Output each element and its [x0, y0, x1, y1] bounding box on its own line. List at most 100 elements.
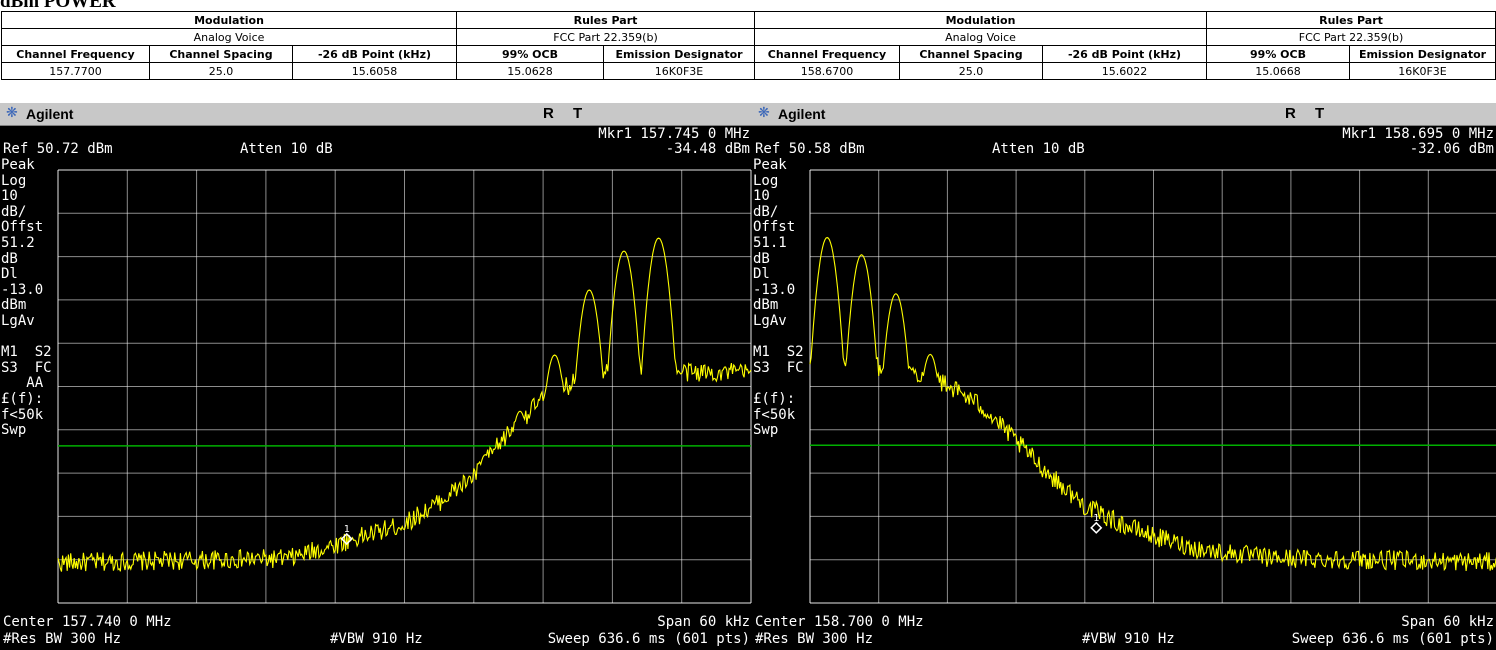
display-line-value: -13.0: [753, 281, 796, 298]
sweep-label: Sweep 636.6 ms (601 pts): [547, 631, 750, 647]
sweep-type-label: Swp: [753, 422, 779, 439]
spectrum-trace: [809, 236, 1496, 572]
agilent-logo-icon: ❋: [6, 105, 18, 121]
scale-value: 10: [1, 188, 18, 205]
header-channel-spacing: Channel Spacing: [149, 45, 293, 63]
f50k-label: f<50k: [753, 406, 796, 423]
m1-s2-label: M1 S2: [1, 344, 52, 361]
offset-label: Offst: [753, 219, 796, 236]
header-modulation: Modulation: [754, 11, 1207, 29]
scale-unit: dB/: [753, 203, 779, 220]
emission-designator-value: 16K0F3E: [602, 62, 756, 80]
marker-1-diamond: [340, 532, 353, 545]
atten-label: Atten 10 dB: [992, 141, 1085, 157]
header-channel-frequency: Channel Frequency: [1, 45, 150, 63]
header-99-ocb: 99% OCB: [456, 45, 604, 63]
log-label: Log: [753, 172, 779, 189]
header-rules-part: Rules Part: [1205, 11, 1496, 29]
measurement-table-left: Modulation Rules Part Analog Voice FCC P…: [1, 11, 756, 80]
header-channel-frequency: Channel Frequency: [754, 45, 900, 63]
s3-fc-label: S3 FC: [1, 359, 52, 376]
average-label: LgAv: [1, 312, 35, 329]
det-label: Peak: [753, 157, 787, 173]
f50k-label: f<50k: [1, 406, 44, 423]
99-ocb-value: 15.0628: [456, 62, 604, 80]
marker-readout: Mkr1 157.745 0 MHz: [598, 126, 750, 142]
channel-frequency-value: 157.7700: [1, 62, 150, 80]
side-annotations: Peak Log 10 dB/ Offst 51.1 dB Dl -13.0 d…: [753, 157, 804, 439]
offset-value: 51.2: [1, 234, 35, 251]
display-line-label: Dl: [1, 266, 18, 283]
res-bw-label: #Res BW 300 Hz: [3, 631, 122, 647]
atten-label: Atten 10 dB: [240, 141, 333, 157]
rules-part-value: FCC Part 22.359(b): [455, 28, 756, 46]
channel-frequency-value: 158.6700: [754, 62, 900, 80]
spectrum-trace: [57, 237, 752, 572]
analyzer-title-bar: ❋ Agilent R T: [752, 103, 1496, 126]
marker-1-diamond: [1090, 521, 1103, 534]
spectrum-analyzer-right: ❋ Agilent R T Mkr1 158.695 0 MHz Ref 50.…: [752, 103, 1496, 650]
center-frequency: Center 158.700 0 MHz: [755, 614, 924, 630]
det-label: Peak: [1, 157, 35, 173]
offset-label: Offst: [1, 219, 44, 236]
marker-level: -32.06 dBm: [1409, 141, 1494, 157]
display-line-unit: dBm: [1, 297, 27, 314]
display-line-value: -13.0: [1, 281, 44, 298]
ref-level: Ref 50.58 dBm: [755, 141, 865, 157]
vbw-label: #VBW 910 Hz: [330, 631, 423, 647]
26db-point-value: 15.6022: [1042, 62, 1207, 80]
99-ocb-value: 15.0668: [1206, 62, 1350, 80]
channel-spacing-value: 25.0: [149, 62, 293, 80]
marker-1-label: 1: [344, 524, 350, 535]
span-label: Span 60 kHz: [657, 614, 750, 630]
status-t: T: [1315, 105, 1325, 122]
status-r: R: [543, 105, 554, 122]
offset-unit: dB: [1, 250, 18, 267]
ref-level: Ref 50.72 dBm: [3, 141, 113, 157]
marker-level: -34.48 dBm: [665, 141, 750, 157]
26db-point-value: 15.6058: [292, 62, 457, 80]
status-r: R: [1285, 105, 1296, 122]
header-26db-point: -26 dB Point (kHz): [292, 45, 457, 63]
header-modulation: Modulation: [1, 11, 457, 29]
brand-label: Agilent: [26, 106, 74, 122]
center-frequency: Center 157.740 0 MHz: [3, 614, 172, 630]
side-annotations: Peak Log 10 dB/ Offst 51.2 dB Dl -13.0 d…: [1, 157, 52, 439]
display-line-label: Dl: [753, 266, 770, 283]
log-label: Log: [1, 172, 27, 189]
header-26db-point: -26 dB Point (kHz): [1042, 45, 1207, 63]
sweep-type-label: Swp: [1, 422, 27, 439]
span-label: Span 60 kHz: [1401, 614, 1494, 630]
ff-label: £(f):: [753, 390, 796, 407]
header-emission-designator: Emission Designator: [1348, 45, 1496, 63]
emission-designator-value: 16K0F3E: [1348, 62, 1496, 80]
measurement-table-right: Modulation Rules Part Analog Voice FCC P…: [754, 11, 1496, 80]
rules-part-value: FCC Part 22.359(b): [1205, 28, 1496, 46]
spectrum-plot: 1: [809, 169, 1496, 604]
spectrum-plot: 1: [57, 169, 752, 604]
header-99-ocb: 99% OCB: [1206, 45, 1350, 63]
ff-label: £(f):: [1, 390, 44, 407]
page-title: dBm POWER: [0, 0, 116, 12]
brand-label: Agilent: [778, 106, 826, 122]
scale-unit: dB/: [1, 203, 27, 220]
res-bw-label: #Res BW 300 Hz: [755, 631, 874, 647]
vbw-label: #VBW 910 Hz: [1082, 631, 1175, 647]
modulation-value: Analog Voice: [754, 28, 1207, 46]
aa-label: AA: [26, 375, 44, 392]
modulation-value: Analog Voice: [1, 28, 457, 46]
offset-value: 51.1: [753, 234, 787, 251]
m1-s2-label: M1 S2: [753, 344, 804, 361]
offset-unit: dB: [753, 250, 770, 267]
analyzer-title-bar: ❋ Agilent R T: [0, 103, 752, 126]
display-line-unit: dBm: [753, 297, 779, 314]
average-label: LgAv: [753, 312, 787, 329]
spectrum-analyzer-left: ❋ Agilent R T Mkr1 157.745 0 MHz Ref 50.…: [0, 103, 752, 650]
header-rules-part: Rules Part: [455, 11, 756, 29]
header-channel-spacing: Channel Spacing: [899, 45, 1043, 63]
s3-fc-label: S3 FC: [753, 359, 804, 376]
scale-value: 10: [753, 188, 770, 205]
marker-1-label: 1: [1093, 513, 1099, 524]
header-emission-designator: Emission Designator: [602, 45, 756, 63]
agilent-logo-icon: ❋: [758, 105, 770, 121]
